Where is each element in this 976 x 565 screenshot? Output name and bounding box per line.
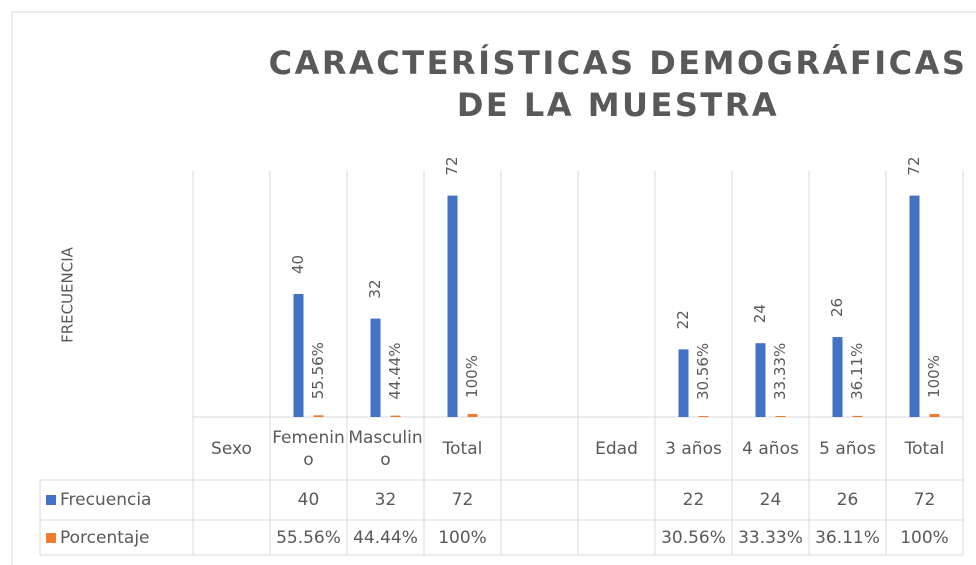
- data-label: 24: [751, 304, 769, 323]
- bar: [832, 337, 843, 417]
- category-label: Edad: [595, 438, 638, 459]
- chart-title: CARACTERÍSTICAS DEMOGRÁFICAS DE LA MUEST…: [268, 44, 968, 124]
- data-label: 22: [674, 310, 692, 329]
- data-label: 26: [828, 298, 846, 317]
- category-label: Femenino: [272, 427, 345, 470]
- table-value: 26: [836, 490, 859, 510]
- table-value: 36.11%: [815, 527, 880, 548]
- legend-entry: Porcentaje: [40, 520, 193, 555]
- bar: [467, 413, 478, 417]
- table-value: 22: [682, 490, 705, 510]
- bar: [447, 195, 458, 417]
- table-value: [501, 480, 578, 520]
- table-value: [193, 480, 270, 520]
- data-label: 72: [443, 157, 461, 176]
- data-label: 36.11%: [848, 343, 866, 400]
- legend-label: Frecuencia: [60, 490, 152, 510]
- data-label: 44.44%: [386, 342, 404, 399]
- table-value: 72: [451, 490, 474, 510]
- legend-label: Porcentaje: [60, 527, 150, 548]
- bar: [852, 415, 863, 417]
- category-label: 4 años: [742, 438, 799, 459]
- table-value: [578, 480, 655, 520]
- table-value: 33.33%: [738, 527, 803, 548]
- data-label: 100%: [925, 355, 943, 398]
- table-value: 100%: [900, 527, 949, 548]
- table-value: 44.44%: [353, 527, 418, 548]
- table-value: [501, 520, 578, 555]
- bar: [775, 415, 786, 417]
- table-value: 24: [759, 490, 782, 510]
- data-label: 40: [289, 255, 307, 274]
- category-label: 5 años: [819, 438, 876, 459]
- table-value: 100%: [438, 527, 487, 548]
- table-value: 40: [297, 490, 320, 510]
- data-label: 100%: [463, 355, 481, 398]
- category-label: Sexo: [211, 438, 252, 459]
- bar: [370, 318, 381, 417]
- table-value: [578, 520, 655, 555]
- legend-swatch: [46, 495, 56, 505]
- category-label: Masculino: [348, 427, 423, 470]
- y-axis-label: FRECUENCIA: [59, 246, 77, 343]
- bar: [755, 343, 766, 417]
- bar: [390, 415, 401, 417]
- table-value: 72: [913, 490, 936, 510]
- data-label: 72: [905, 157, 923, 176]
- data-label: 33.33%: [771, 343, 789, 400]
- category-label: [501, 417, 578, 480]
- table-value: [193, 520, 270, 555]
- category-label: 3 años: [665, 438, 722, 459]
- category-label: Total: [904, 438, 945, 459]
- data-label: 32: [366, 280, 384, 299]
- data-label: 55.56%: [309, 342, 327, 399]
- data-label: 30.56%: [694, 343, 712, 400]
- category-label: Total: [442, 438, 483, 459]
- legend-entry: Frecuencia: [40, 480, 193, 520]
- bar: [929, 413, 940, 417]
- bar: [313, 415, 324, 417]
- table-value: 55.56%: [276, 527, 341, 548]
- table-value: 32: [374, 490, 397, 510]
- bar: [909, 195, 920, 417]
- legend-swatch: [46, 532, 56, 543]
- bar: [293, 294, 304, 417]
- table-value: 30.56%: [661, 527, 726, 548]
- bar: [678, 349, 689, 417]
- bar: [698, 416, 709, 417]
